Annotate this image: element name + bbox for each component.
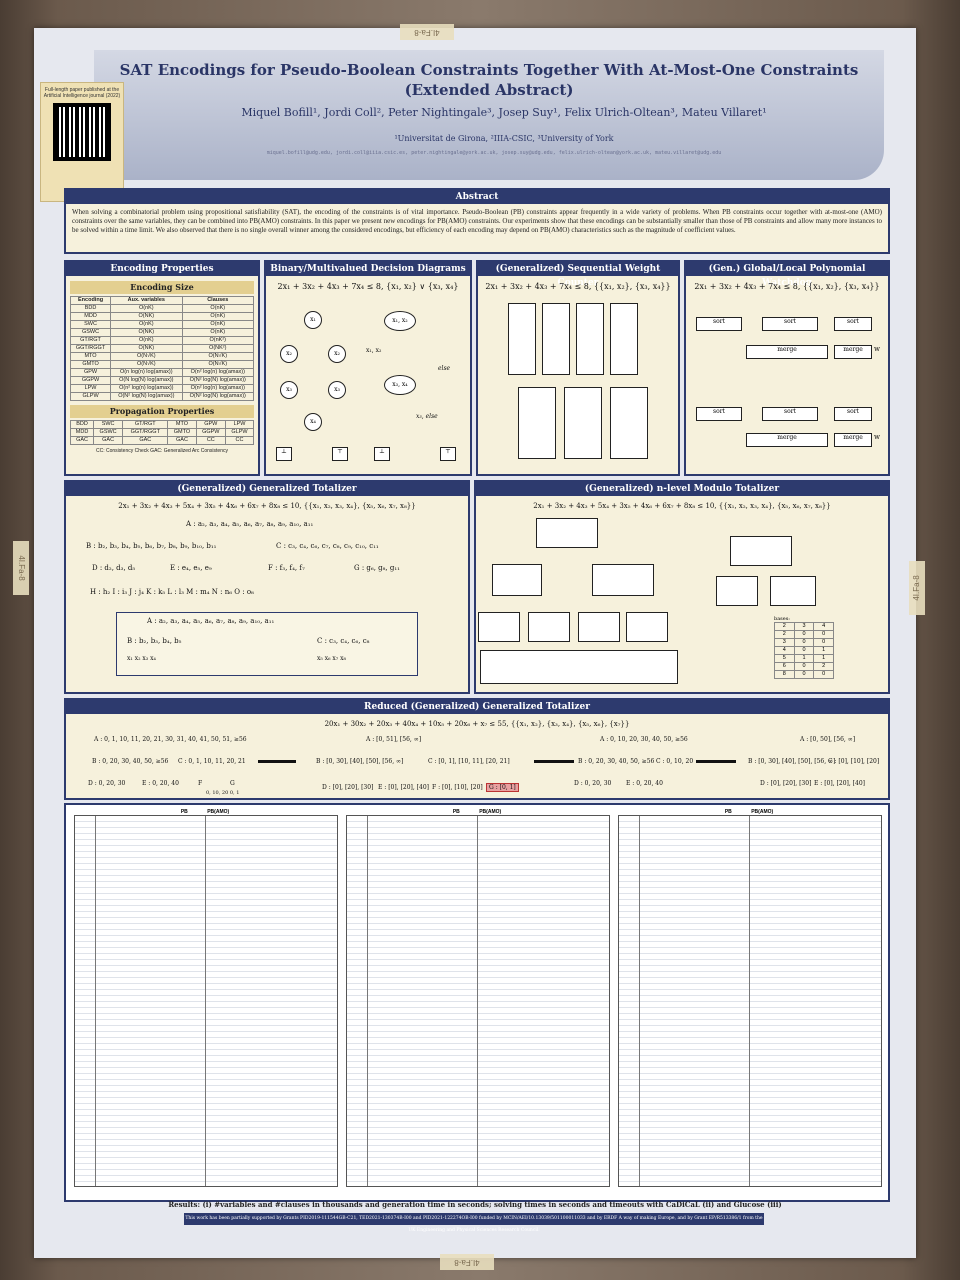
gt-formula: 2x₁ + 3x₂ + 4x₃ + 5x₄ + 3x₅ + 4x₆ + 6x₇ … — [118, 502, 416, 510]
results-section: PB PB(AMO) PB PB(AMO) PB PB(AMO) — [64, 803, 890, 1202]
encoding-size-row: GMTO O(N√K) O(N√K) — [69, 360, 255, 369]
encoding-size-row: MDD O(NK) O(nK) — [69, 312, 255, 321]
bdd-head: Binary/Multivalued Decision Diagrams — [266, 262, 470, 276]
qr-box: Full-length paper published at the Artif… — [40, 82, 124, 202]
mto-formula: 2x₁ + 3x₂ + 4x₃ + 5x₄ + 3x₅ + 4x₆ + 6x₇ … — [533, 502, 831, 510]
abstract-section: Abstract When solving a combinatorial pr… — [64, 188, 890, 254]
encoding-size-header-row: Encoding Aux. variables Clauses — [69, 296, 255, 305]
abstract-text: When solving a combinatorial problem usi… — [72, 208, 882, 234]
pw-diagram: sort sort sort merge merge w sort sort s… — [686, 297, 888, 467]
results-table-ii: PB PB(AMO) — [346, 809, 610, 1187]
swc-formula: 2x₁ + 3x₂ + 4x₃ + 7x₄ ≤ 8, {{x₁, x₂}, {x… — [485, 282, 671, 291]
abstract-head: Abstract — [66, 190, 888, 204]
tape-label: 4I.Fa-8 — [400, 24, 454, 40]
propagation-row: MDD GSWC GGT/RGGT GMTO GGPW GLPW — [69, 428, 254, 437]
encoding-size-row: GGPW O(N log(N) log(amax)) O(N² log(N) log… — [69, 376, 255, 385]
encoding-size-row: GSWC O(NK) O(nK) — [69, 328, 255, 337]
tape-label: 4I.Fa-8 — [909, 561, 925, 615]
encoding-size-row: LPW O(n² log(n) log(amax)) O(n² log(n) log… — [69, 384, 255, 393]
bdd-node: x₃ — [280, 381, 298, 399]
bdd-node: x₂ — [328, 345, 346, 363]
encoding-size-row: GPW O(n log(n) log(amax)) O(n² log(n) log(… — [69, 368, 255, 377]
bdd-false-terminal: ⊥ — [276, 447, 292, 461]
qr-note: Full-length paper published at the Artif… — [43, 87, 121, 99]
results-caption: Results: (i) #variables and #clauses in … — [168, 1200, 782, 1209]
encoding-size-row: GT/RGT O(nK) O(nK²) — [69, 336, 255, 345]
gt-reduced-box: A : a₂, a₃, a₄, a₅, a₆, a₇, a₈, a₉, a₁₀,… — [116, 612, 418, 676]
mdd-false-terminal: ⊥ — [374, 447, 390, 461]
rgt-formula: 20x₁ + 30x₂ + 20x₃ + 40x₄ + 10x₅ + 20x₆ … — [324, 720, 630, 728]
col-encoding: Encoding — [69, 296, 112, 305]
swc-head: (Generalized) Sequential Weight Counter — [478, 262, 678, 288]
results-table-i: PB PB(AMO) — [74, 809, 338, 1187]
bdd-node: x₃ — [328, 381, 346, 399]
mto-section: (Generalized) n-level Modulo Totalizer 2… — [474, 480, 890, 694]
rgt-head: Reduced (Generalized) Generalized Totali… — [66, 700, 888, 714]
pw-section: (Gen.) Global/Local Polynomial Watchdog … — [684, 260, 890, 476]
encoding-size-head: Encoding Size — [70, 281, 254, 294]
encoding-size-row: GGT/RGGT O(NK) O(NK²) — [69, 344, 255, 353]
swc-section: (Generalized) Sequential Weight Counter … — [476, 260, 680, 476]
bdd-diagram: x₁ x₂ x₂ x₃ x₃ x₄ ⊥ ⊤ x₁, x₂ x₁, x₂ x₃, … — [266, 297, 470, 467]
col-aux: Aux. variables — [110, 296, 183, 305]
affiliations: ¹Universitat de Girona, ²IIIA-CSIC, ³Uni… — [394, 134, 614, 143]
pw-head: (Gen.) Global/Local Polynomial Watchdog — [686, 262, 888, 288]
encoding-size-row: BDD O(nK) O(nK) — [69, 304, 255, 313]
poster: SAT Encodings for Pseudo-Boolean Constra… — [34, 28, 916, 1258]
tape-label: 4I.Fa-8 — [13, 541, 29, 595]
encoding-size-row: GLPW O(N² log(N) log(amax)) O(N² log(N) lo… — [69, 392, 255, 401]
encoding-properties-section: Encoding Properties Encoding Size Encodi… — [64, 260, 260, 476]
gt-head: (Generalized) Generalized Totalizer — [66, 482, 468, 496]
propagation-table: BDD SWC GT/RGT MTO GPW LPW MDD GSWC GGT/RGGT GMTO… — [69, 420, 254, 445]
tape-label: 4I.Fa-8 — [440, 1254, 494, 1270]
authors: Miquel Bofill¹, Jordi Coll², Peter Night… — [241, 106, 767, 119]
propagation-row: GAC GAC GAC GAC CC CC — [69, 436, 254, 445]
encoding-size-row: SWC O(nK) O(nK) — [69, 320, 255, 329]
bdd-section: Binary/Multivalued Decision Diagrams 2x₁… — [264, 260, 472, 476]
bdd-node: x₄ — [304, 413, 322, 431]
encoding-properties-head: Encoding Properties — [66, 262, 258, 276]
rgt-section: Reduced (Generalized) Generalized Totali… — [64, 698, 890, 800]
bdd-true-terminal: ⊤ — [332, 447, 348, 461]
pw-formula: 2x₁ + 3x₂ + 4x₃ + 7x₄ ≤ 8, {{x₁, x₂}, {x… — [694, 282, 880, 291]
bdd-node: x₁ — [304, 311, 322, 329]
gt-section: (Generalized) Generalized Totalizer 2x₁ … — [64, 480, 470, 694]
bdd-node: x₂ — [280, 345, 298, 363]
encoding-size-table: Encoding Aux. variables Clauses BDD O(nK)… — [69, 296, 255, 401]
mdd-node: x₁, x₂ — [384, 311, 416, 331]
title-banner — [94, 50, 884, 180]
arrow-icon — [258, 760, 296, 763]
mto-head: (Generalized) n-level Modulo Totalizer — [476, 482, 888, 496]
highlighted-node: G : [0, 1] — [486, 783, 519, 792]
encoding-size-row: MTO O(N√K) O(N√K) — [69, 352, 255, 361]
bdd-formula: 2x₁ + 3x₂ + 4x₃ + 7x₄ ≤ 8, {x₁, x₂} ∨ {x… — [277, 282, 459, 291]
qr-code-icon[interactable] — [53, 103, 111, 161]
arrow-icon — [534, 760, 574, 763]
propagation-head: Propagation Properties — [70, 405, 254, 418]
funding-footer: This work has been partially supported b… — [184, 1213, 764, 1233]
swc-diagram — [478, 297, 678, 467]
propagation-row: BDD SWC GT/RGT MTO GPW LPW — [69, 420, 254, 429]
mdd-true-terminal: ⊤ — [440, 447, 456, 461]
arrow-icon — [696, 760, 736, 763]
mdd-node: x₃, x₄ — [384, 375, 416, 395]
results-table-iii: PB PB(AMO) — [618, 809, 882, 1187]
emails: miquel.bofill@udg.edu, jordi.coll@iiia.c… — [266, 150, 722, 156]
propagation-note: CC: Consistency Check GAC: Generalized A… — [96, 448, 228, 454]
col-clauses: Clauses — [181, 296, 255, 305]
poster-title: SAT Encodings for Pseudo-Boolean Constra… — [119, 61, 859, 99]
